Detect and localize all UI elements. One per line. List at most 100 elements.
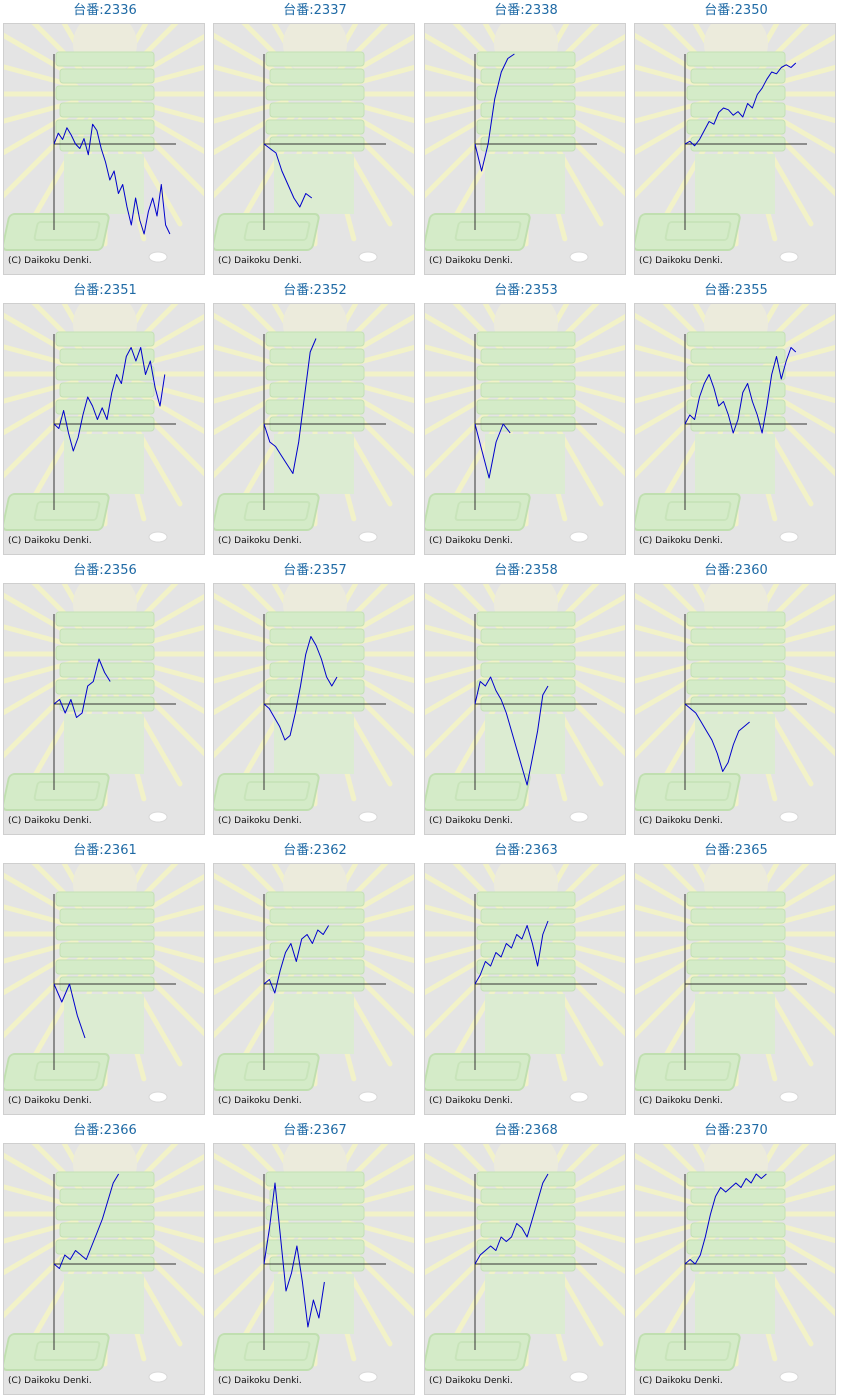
slump-series-line	[684, 1173, 767, 1265]
machine-number-label[interactable]: 台番:2360	[704, 563, 768, 578]
background-illustration	[214, 1144, 414, 1383]
machine-number-label[interactable]: 台番:2368	[494, 1123, 558, 1138]
copyright-text: (C) Daikoku Denki.	[8, 1096, 92, 1106]
slump-series-line	[53, 983, 86, 1039]
slump-graph	[4, 864, 204, 1103]
machine-number-label[interactable]: 台番:2350	[704, 3, 768, 18]
copyright-text: (C) Daikoku Denki.	[639, 536, 723, 546]
machine-number-label[interactable]: 台番:2361	[73, 843, 137, 858]
machine-number-label[interactable]: 台番:2367	[283, 1123, 347, 1138]
background-illustration	[635, 864, 835, 1103]
slump-series-line	[474, 1173, 549, 1265]
machine-number-label[interactable]: 台番:2337	[283, 3, 347, 18]
background-illustration	[425, 304, 625, 543]
background-illustration	[214, 304, 414, 543]
slump-series-line	[53, 347, 166, 452]
machine-number-label[interactable]: 台番:2355	[704, 283, 768, 298]
slump-series-line	[684, 347, 797, 434]
slump-graph-panel: (C) Daikoku Denki.	[634, 583, 836, 835]
background-illustration	[4, 24, 204, 263]
slump-graph-panel: (C) Daikoku Denki.	[3, 863, 205, 1115]
copyright-text: (C) Daikoku Denki.	[218, 1096, 302, 1106]
machine-number-label[interactable]: 台番:2338	[494, 3, 558, 18]
copyright-text: (C) Daikoku Denki.	[8, 256, 92, 266]
machine-number-label[interactable]: 台番:2366	[73, 1123, 137, 1138]
slump-series-line	[474, 920, 549, 985]
copyright-text: (C) Daikoku Denki.	[639, 1376, 723, 1386]
slump-graph-panel: (C) Daikoku Denki.	[213, 1143, 415, 1395]
copyright-text: (C) Daikoku Denki.	[218, 816, 302, 826]
slump-series-line	[474, 53, 515, 172]
slump-series-line	[53, 1173, 120, 1269]
machine-number-label[interactable]: 台番:2336	[73, 3, 137, 18]
copyright-text: (C) Daikoku Denki.	[429, 1376, 513, 1386]
background-illustration	[635, 584, 835, 823]
slump-graph	[635, 304, 835, 543]
copyright-text: (C) Daikoku Denki.	[218, 256, 302, 266]
slump-series-line	[474, 423, 511, 479]
slump-graph	[425, 1144, 625, 1383]
copyright-text: (C) Daikoku Denki.	[8, 816, 92, 826]
slump-graph	[4, 24, 204, 263]
slump-graph	[635, 1144, 835, 1383]
slump-graph-panel: (C) Daikoku Denki.	[3, 23, 205, 275]
machine-number-label[interactable]: 台番:2362	[283, 843, 347, 858]
slump-graph-panel: (C) Daikoku Denki.	[3, 303, 205, 555]
slump-graph	[4, 584, 204, 823]
slump-graph-panel: (C) Daikoku Denki.	[424, 583, 626, 835]
slump-series-line	[263, 636, 338, 741]
slump-graph-panel: (C) Daikoku Denki.	[634, 303, 836, 555]
background-illustration	[4, 584, 204, 823]
copyright-text: (C) Daikoku Denki.	[639, 1096, 723, 1106]
slump-graph-panel: (C) Daikoku Denki.	[213, 863, 415, 1115]
copyright-text: (C) Daikoku Denki.	[429, 256, 513, 266]
copyright-text: (C) Daikoku Denki.	[218, 536, 302, 546]
background-illustration	[4, 304, 204, 543]
slump-graph-panel: (C) Daikoku Denki.	[634, 1143, 836, 1395]
background-illustration	[635, 24, 835, 263]
machine-number-label[interactable]: 台番:2370	[704, 1123, 768, 1138]
copyright-text: (C) Daikoku Denki.	[429, 816, 513, 826]
machine-number-label[interactable]: 台番:2363	[494, 843, 558, 858]
slump-graph	[635, 864, 835, 1103]
copyright-text: (C) Daikoku Denki.	[639, 816, 723, 826]
slump-graph	[214, 304, 414, 543]
slump-graph-panel: (C) Daikoku Denki.	[3, 583, 205, 835]
machine-number-label[interactable]: 台番:2358	[494, 563, 558, 578]
slump-graph-panel: (C) Daikoku Denki.	[424, 1143, 626, 1395]
slump-series-line	[684, 703, 750, 772]
machine-number-label[interactable]: 台番:2357	[283, 563, 347, 578]
machine-number-label[interactable]: 台番:2365	[704, 843, 768, 858]
copyright-text: (C) Daikoku Denki.	[639, 256, 723, 266]
slump-graph	[214, 864, 414, 1103]
slump-graph-panel: (C) Daikoku Denki.	[424, 863, 626, 1115]
slump-graph-panel: (C) Daikoku Denki.	[634, 23, 836, 275]
slump-graph-panel: (C) Daikoku Denki.	[213, 583, 415, 835]
machine-number-label[interactable]: 台番:2356	[73, 563, 137, 578]
copyright-text: (C) Daikoku Denki.	[8, 1376, 92, 1386]
slump-series-line	[474, 676, 549, 786]
slump-graph-panel: (C) Daikoku Denki.	[213, 23, 415, 275]
slump-series-line	[263, 338, 317, 474]
slump-series-line	[263, 1182, 325, 1328]
background-illustration	[635, 304, 835, 543]
slump-graph	[425, 304, 625, 543]
slump-graph-panel: (C) Daikoku Denki.	[213, 303, 415, 555]
copyright-text: (C) Daikoku Denki.	[429, 1096, 513, 1106]
slump-graph	[635, 584, 835, 823]
background-illustration	[425, 1144, 625, 1383]
background-illustration	[214, 24, 414, 263]
slump-graph-panel: (C) Daikoku Denki.	[424, 23, 626, 275]
background-illustration	[635, 1144, 835, 1383]
machine-number-label[interactable]: 台番:2352	[283, 283, 347, 298]
copyright-text: (C) Daikoku Denki.	[429, 536, 513, 546]
slump-graph-panel: (C) Daikoku Denki.	[634, 863, 836, 1115]
background-illustration	[425, 584, 625, 823]
background-illustration	[214, 864, 414, 1103]
copyright-text: (C) Daikoku Denki.	[218, 1376, 302, 1386]
machine-number-label[interactable]: 台番:2351	[73, 283, 137, 298]
slump-series-line	[684, 62, 797, 147]
slump-graph	[4, 304, 204, 543]
machine-number-label[interactable]: 台番:2353	[494, 283, 558, 298]
slump-graph	[214, 1144, 414, 1383]
